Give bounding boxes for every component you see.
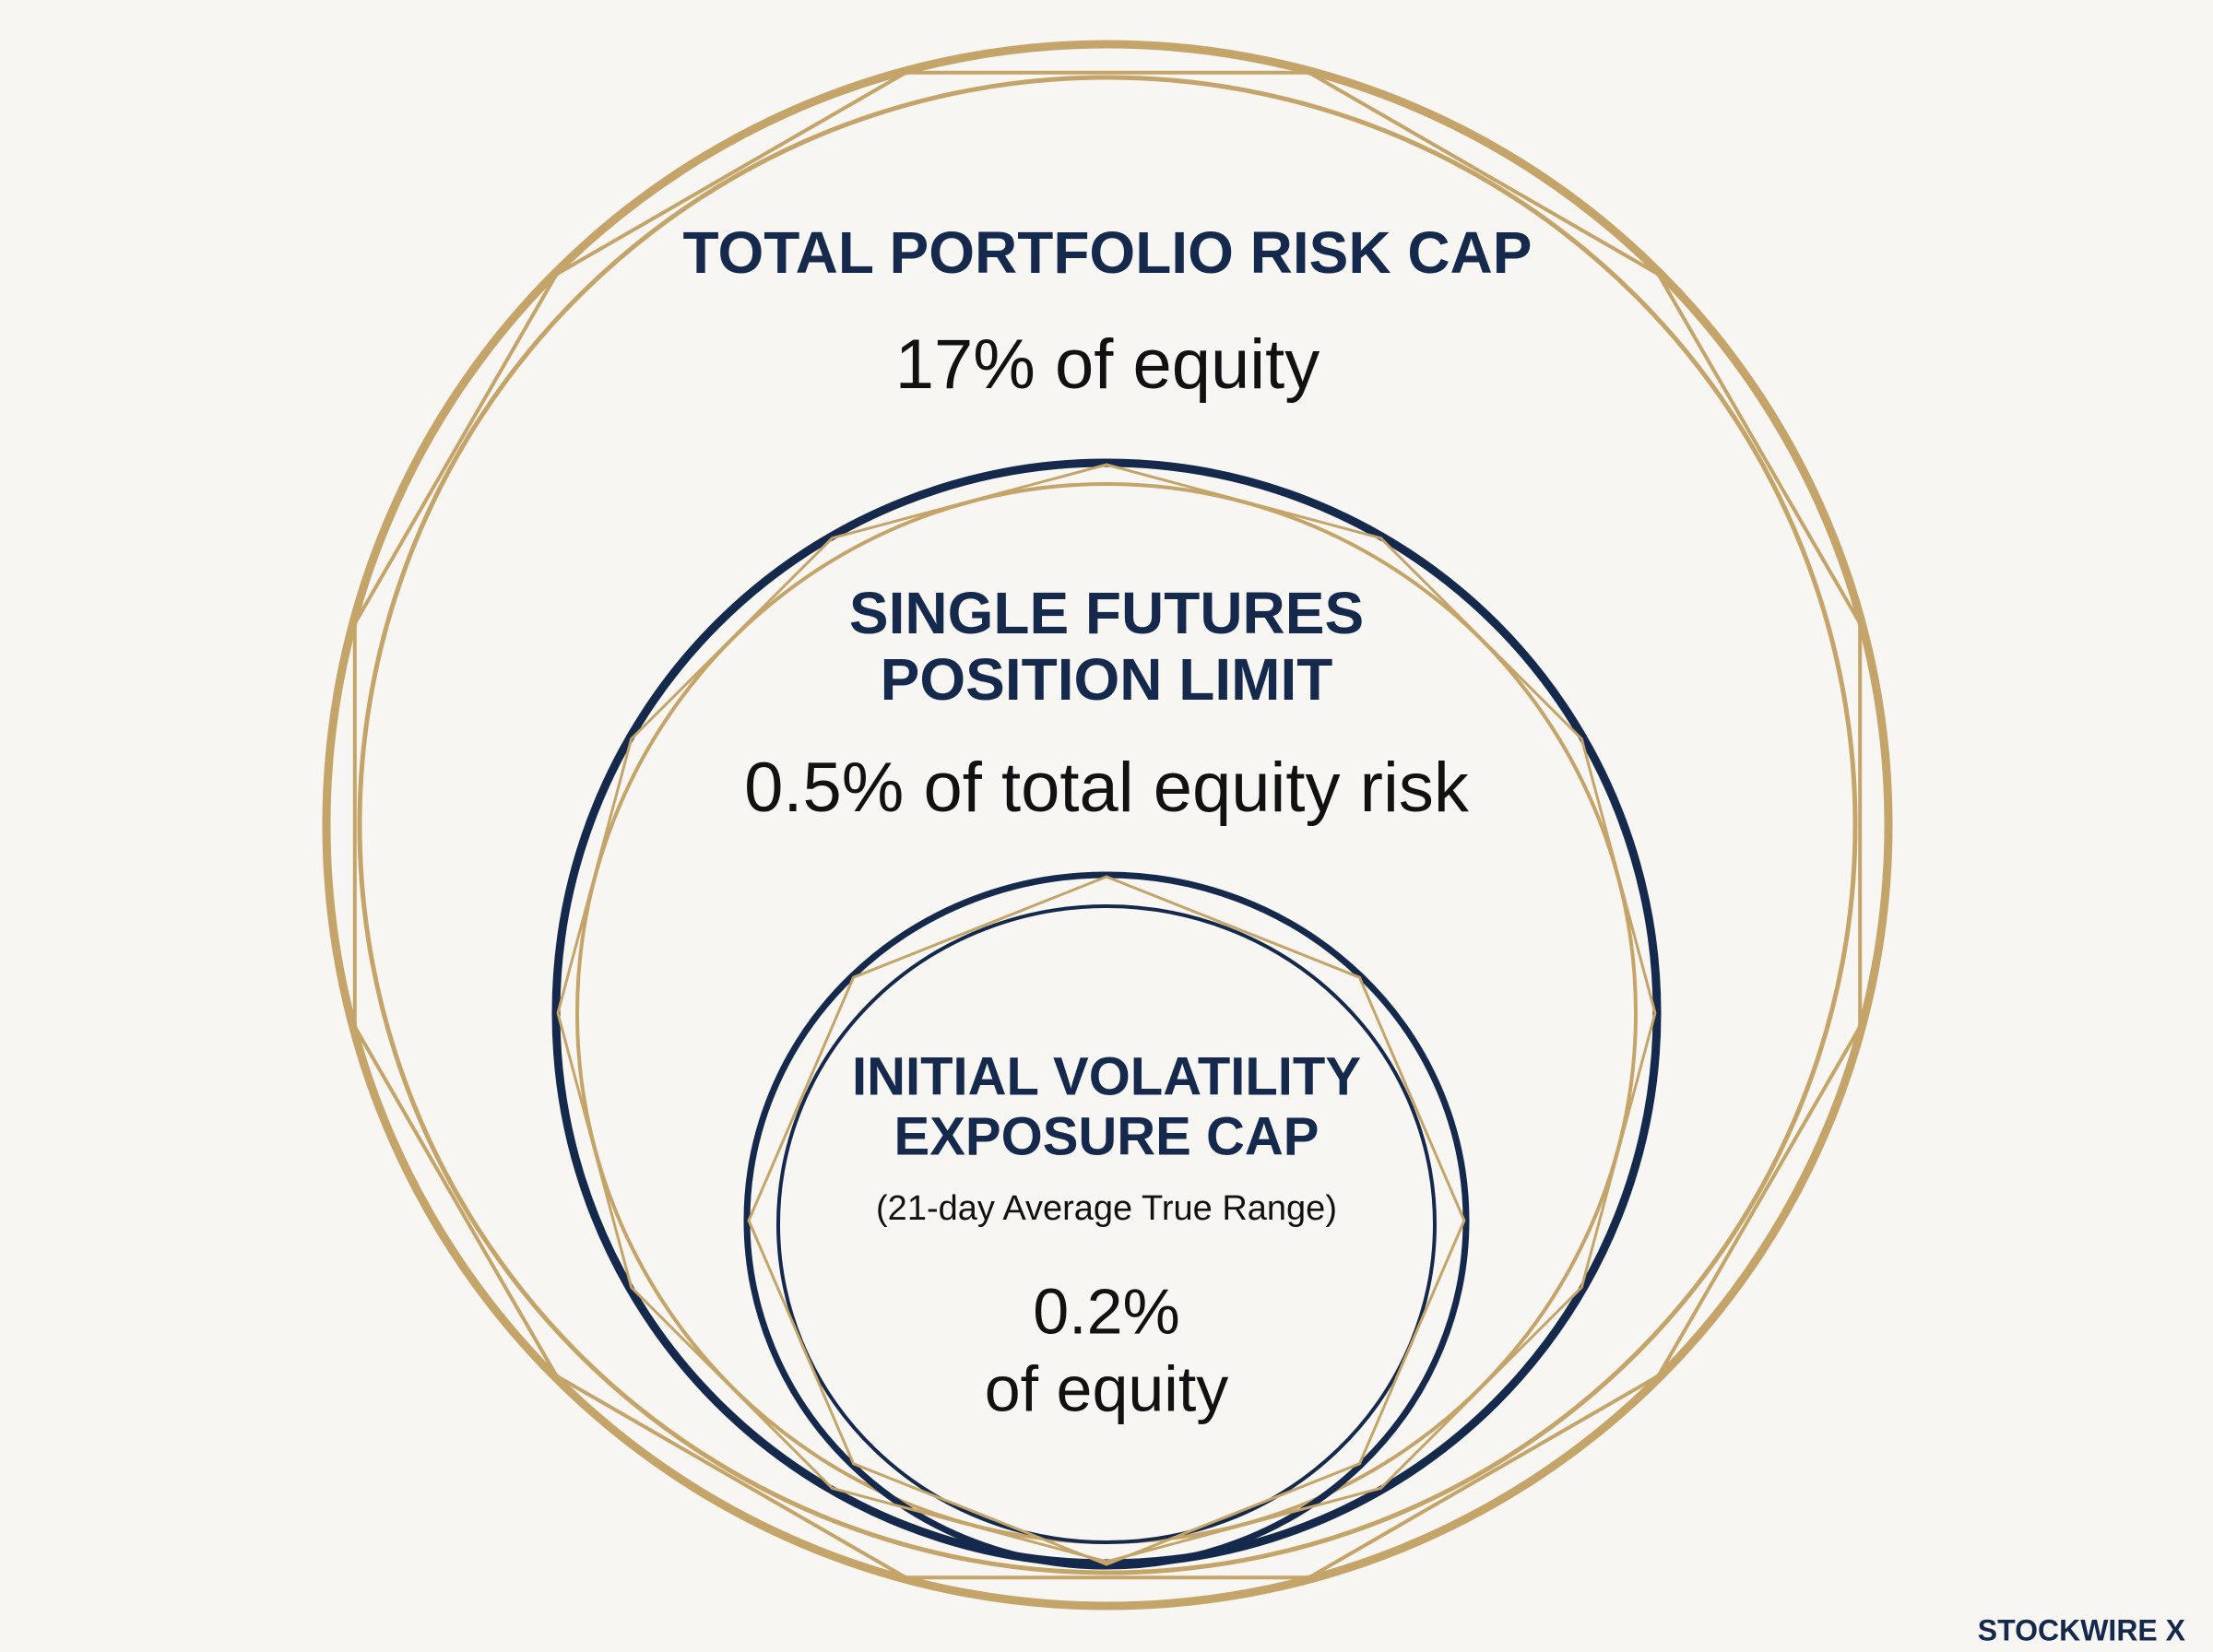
outer-ring	[322, 40, 1893, 1611]
ring-value: 17% of equity	[895, 325, 1320, 404]
brand: STOCKWIRE X	[1978, 1613, 2186, 1646]
ring-note: (21-day Average True Range)	[876, 1189, 1337, 1228]
decorative-polygon	[747, 875, 1466, 1566]
ring-title: POSITION LIMIT	[881, 646, 1333, 713]
inner-ring	[743, 871, 1470, 1570]
outer-inner-ring	[357, 75, 1858, 1575]
ring-title: EXPOSURE CAP	[894, 1106, 1320, 1166]
ring-title: SINGLE FUTURES	[849, 580, 1364, 646]
ring-value: 0.5% of total equity risk	[744, 749, 1470, 827]
ring-value: 0.2%	[1033, 1275, 1180, 1347]
decorative-polygon	[352, 70, 1863, 1580]
ring-title: INITIAL VOLATILITY	[852, 1046, 1361, 1106]
rings	[322, 40, 1893, 1611]
decorative-polygon	[556, 463, 1657, 1564]
ring-value: of equity	[985, 1352, 1229, 1424]
inner-inner-ring	[776, 904, 1437, 1544]
ring-title: TOTAL PORTFOLIO RISK CAP	[683, 219, 1533, 286]
